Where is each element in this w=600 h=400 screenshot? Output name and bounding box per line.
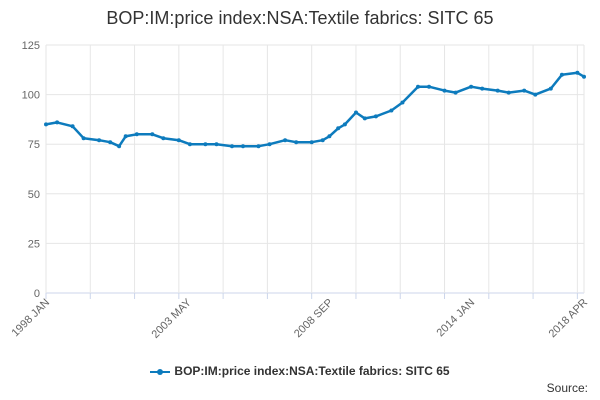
y-tick-label: 0 <box>34 288 40 300</box>
data-point[interactable] <box>150 132 155 137</box>
grid-layer <box>45 44 585 294</box>
data-point[interactable] <box>362 116 367 121</box>
data-point[interactable] <box>533 92 538 97</box>
data-point[interactable] <box>453 90 458 95</box>
data-point[interactable] <box>506 90 511 95</box>
data-point[interactable] <box>336 126 341 131</box>
data-point[interactable] <box>134 132 139 137</box>
data-point[interactable] <box>44 122 48 127</box>
data-point[interactable] <box>575 70 580 75</box>
axis-layer: 0 25 50 75 100 125 1998 JAN 2003 MAY 2008 SEP 201… <box>9 40 590 341</box>
data-point[interactable] <box>495 88 500 93</box>
data-point[interactable] <box>400 100 405 105</box>
legend-swatch <box>150 367 171 377</box>
y-tick-label: 25 <box>28 238 40 250</box>
data-point[interactable] <box>161 136 166 141</box>
data-point[interactable] <box>342 122 347 127</box>
data-point[interactable] <box>230 144 234 149</box>
legend-label: BOP:IM:price index:NSA:Textile fabrics: … <box>174 364 450 378</box>
y-tick-label: 125 <box>22 40 40 52</box>
source-label: Source: <box>546 381 588 395</box>
data-point[interactable] <box>187 142 192 147</box>
data-point[interactable] <box>241 144 245 149</box>
x-tick-label: 2018 APR <box>547 297 591 341</box>
data-point[interactable] <box>522 88 527 93</box>
chart-title: BOP:IM:price index:NSA:Textile fabrics: … <box>106 8 494 28</box>
data-point[interactable] <box>480 86 485 91</box>
x-tick-label: 2014 JAN <box>435 297 478 340</box>
data-point[interactable] <box>81 136 86 141</box>
data-point[interactable] <box>256 144 261 149</box>
data-point[interactable] <box>294 140 299 145</box>
x-tick-label: 2003 MAY <box>150 296 195 341</box>
data-point[interactable] <box>327 134 332 139</box>
data-point[interactable] <box>416 84 420 89</box>
data-point[interactable] <box>309 140 314 145</box>
data-point[interactable] <box>70 124 75 129</box>
data-point[interactable] <box>283 138 288 143</box>
y-tick-label: 50 <box>28 189 40 201</box>
data-point[interactable] <box>559 72 564 77</box>
data-point[interactable] <box>389 108 394 113</box>
legend[interactable]: BOP:IM:price index:NSA:Textile fabrics: … <box>0 364 600 378</box>
data-point[interactable] <box>97 138 102 143</box>
data-point[interactable] <box>123 134 128 139</box>
data-point[interactable] <box>373 114 378 119</box>
x-tick-label: 2008 SEP <box>292 297 336 341</box>
data-point[interactable] <box>214 142 219 147</box>
data-point[interactable] <box>203 142 208 147</box>
data-point[interactable] <box>442 88 447 93</box>
data-point[interactable] <box>469 84 474 89</box>
data-point[interactable] <box>354 110 358 115</box>
data-point[interactable] <box>582 74 586 79</box>
data-point[interactable] <box>117 144 122 149</box>
y-tick-label: 75 <box>28 139 40 151</box>
data-point[interactable] <box>176 138 181 143</box>
data-point[interactable] <box>548 86 553 91</box>
series-layer <box>44 70 586 149</box>
y-tick-label: 100 <box>22 90 40 102</box>
data-point[interactable] <box>108 140 113 145</box>
data-point[interactable] <box>320 138 325 143</box>
data-point[interactable] <box>427 84 431 89</box>
data-point[interactable] <box>55 120 60 125</box>
x-tick-label: 1998 JAN <box>9 297 52 340</box>
data-point[interactable] <box>267 142 272 147</box>
